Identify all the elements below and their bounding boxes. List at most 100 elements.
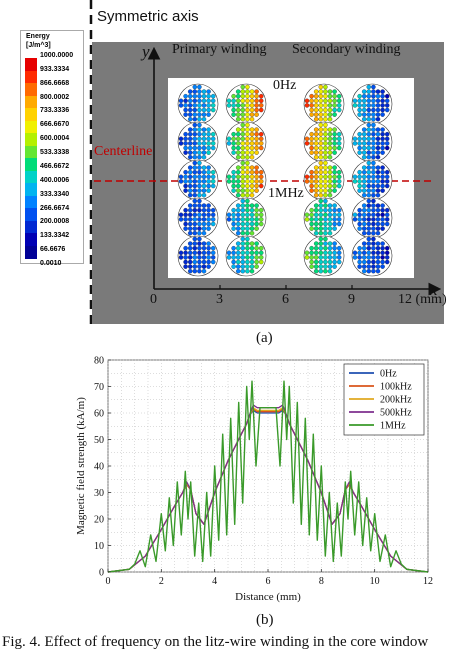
legend-swatch	[25, 208, 37, 221]
x-tick-label: 6	[266, 576, 271, 587]
symmetric-axis-line	[89, 0, 93, 330]
litz-bundle	[303, 197, 345, 239]
legend-swatch	[25, 120, 37, 134]
series-line	[107, 380, 429, 573]
legend-entry: 1MHz	[380, 421, 406, 432]
chart-x-label: Distance (mm)	[235, 591, 301, 603]
legend-label: 66.6676	[40, 246, 66, 254]
x-tick-label: 12	[423, 576, 433, 587]
litz-bundle	[177, 197, 219, 239]
legend-label: 933.3334	[40, 65, 70, 73]
litz-bundle	[225, 235, 267, 277]
legend-label: 400.0006	[40, 176, 70, 184]
legend-title: Energy	[26, 33, 50, 40]
x-tick-label: 4	[212, 576, 217, 587]
figure-caption: Fig. 4. Effect of frequency on the litz-…	[2, 634, 429, 650]
litz-wire-bundles	[177, 83, 393, 277]
x-tick-label: 0	[150, 292, 157, 307]
litz-bundle	[351, 83, 393, 125]
litz-bundle	[351, 197, 393, 239]
y-tick-label: 60	[94, 409, 104, 420]
label-0hz: 0Hz	[273, 78, 297, 93]
legend-swatch	[25, 195, 37, 209]
legend-label: 466.6672	[40, 162, 70, 170]
secondary-winding-label: Secondary winding	[292, 42, 401, 57]
figure-a: Symmetric axis Energy [J/m^3] 1000.0000 9…	[0, 0, 474, 346]
caption-a: (a)	[256, 330, 273, 346]
energy-legend: Energy [J/m^3] 1000.0000 933.3334 866.6668…	[20, 30, 84, 267]
legend-swatch	[25, 233, 37, 246]
litz-bundle	[303, 159, 345, 201]
x-tick-label: 3	[216, 292, 223, 307]
x-tick-labels: 0 3 6 9 12 (mm)	[0, 292, 474, 310]
legend-label: 133.3342	[40, 232, 70, 240]
litz-bundle	[225, 83, 267, 125]
chart-y-label: Magnetic field strength (kA/m)	[75, 397, 87, 535]
legend-label: 333.3340	[40, 190, 70, 198]
legend-label: 200.0008	[40, 218, 70, 226]
x-tick-label: 10	[370, 576, 380, 587]
legend-entry: 0Hz	[380, 369, 397, 380]
centerline-label: Centerline	[94, 144, 153, 159]
x-tick-label: 0	[106, 576, 111, 587]
symmetric-axis-label: Symmetric axis	[97, 8, 199, 25]
legend-swatch	[25, 83, 37, 96]
legend-entry: 100kHz	[380, 382, 412, 393]
litz-bundle	[225, 159, 267, 201]
litz-bundle	[351, 235, 393, 277]
litz-bundle	[177, 121, 219, 163]
legend-label: 533.3338	[40, 149, 70, 157]
legend-swatch	[25, 58, 37, 71]
legend-label: 866.6668	[40, 79, 70, 87]
y-tick-label: 0	[99, 568, 104, 579]
litz-bundle	[303, 235, 345, 277]
legend-label: 266.6674	[40, 204, 70, 212]
legend-swatch	[25, 70, 37, 84]
litz-bundle	[225, 121, 267, 163]
legend-swatch	[25, 220, 37, 234]
x-tick-label: 8	[319, 576, 324, 587]
litz-bundle	[177, 83, 219, 125]
legend-swatch	[25, 145, 37, 159]
legend-swatch	[25, 95, 37, 109]
legend-swatch	[25, 108, 37, 121]
legend-swatch	[25, 183, 37, 196]
y-tick-label: 40	[94, 462, 104, 473]
x-tick-label: 12 (mm)	[398, 292, 447, 307]
y-axis-label: y	[142, 42, 150, 61]
litz-bundle	[351, 159, 393, 201]
legend-label: 800.0002	[40, 93, 70, 101]
label-1mhz: 1MHz	[268, 186, 304, 201]
litz-bundle	[351, 121, 393, 163]
legend-swatch	[25, 245, 37, 259]
legend-color-scale	[25, 58, 37, 259]
y-tick-label: 30	[94, 488, 104, 499]
y-tick-label: 70	[94, 382, 104, 393]
y-tick-label: 20	[94, 515, 104, 526]
y-tick-label: 50	[94, 435, 104, 446]
y-tick-label: 80	[94, 356, 104, 367]
litz-bundle	[177, 159, 219, 201]
legend-swatch	[25, 170, 37, 184]
legend-entry: 200kHz	[380, 395, 412, 406]
caption-b: (b)	[256, 612, 274, 628]
legend-entry: 500kHz	[380, 408, 412, 419]
x-tick-label: 6	[282, 292, 289, 307]
legend-label: 1000.0000	[40, 52, 74, 59]
legend-swatch	[25, 133, 37, 146]
legend-unit: [J/m^3]	[26, 42, 51, 49]
legend-swatch	[25, 158, 37, 171]
legend-label: 733.3336	[40, 107, 70, 115]
legend-labels: 1000.0000 933.3334 866.6668 800.0002 733.333…	[40, 52, 82, 267]
y-tick-label: 10	[94, 541, 104, 552]
field-strength-chart: 0 2 4 6 8 10 12 0 10 20 30 40 50 60 70 80 Distance (mm) M…	[75, 356, 433, 604]
x-tick-label: 2	[159, 576, 164, 587]
legend-label: 666.6670	[40, 121, 70, 129]
litz-bundle	[177, 235, 219, 277]
legend-label: 0.0010	[40, 260, 62, 267]
figure-b: 0 2 4 6 8 10 12 0 10 20 30 40 50 60 70 80 Distance (mm) M…	[0, 350, 474, 650]
legend-label: 600.0004	[40, 135, 70, 143]
x-tick-label: 9	[348, 292, 355, 307]
litz-bundle	[303, 121, 345, 163]
litz-bundle	[225, 197, 267, 239]
